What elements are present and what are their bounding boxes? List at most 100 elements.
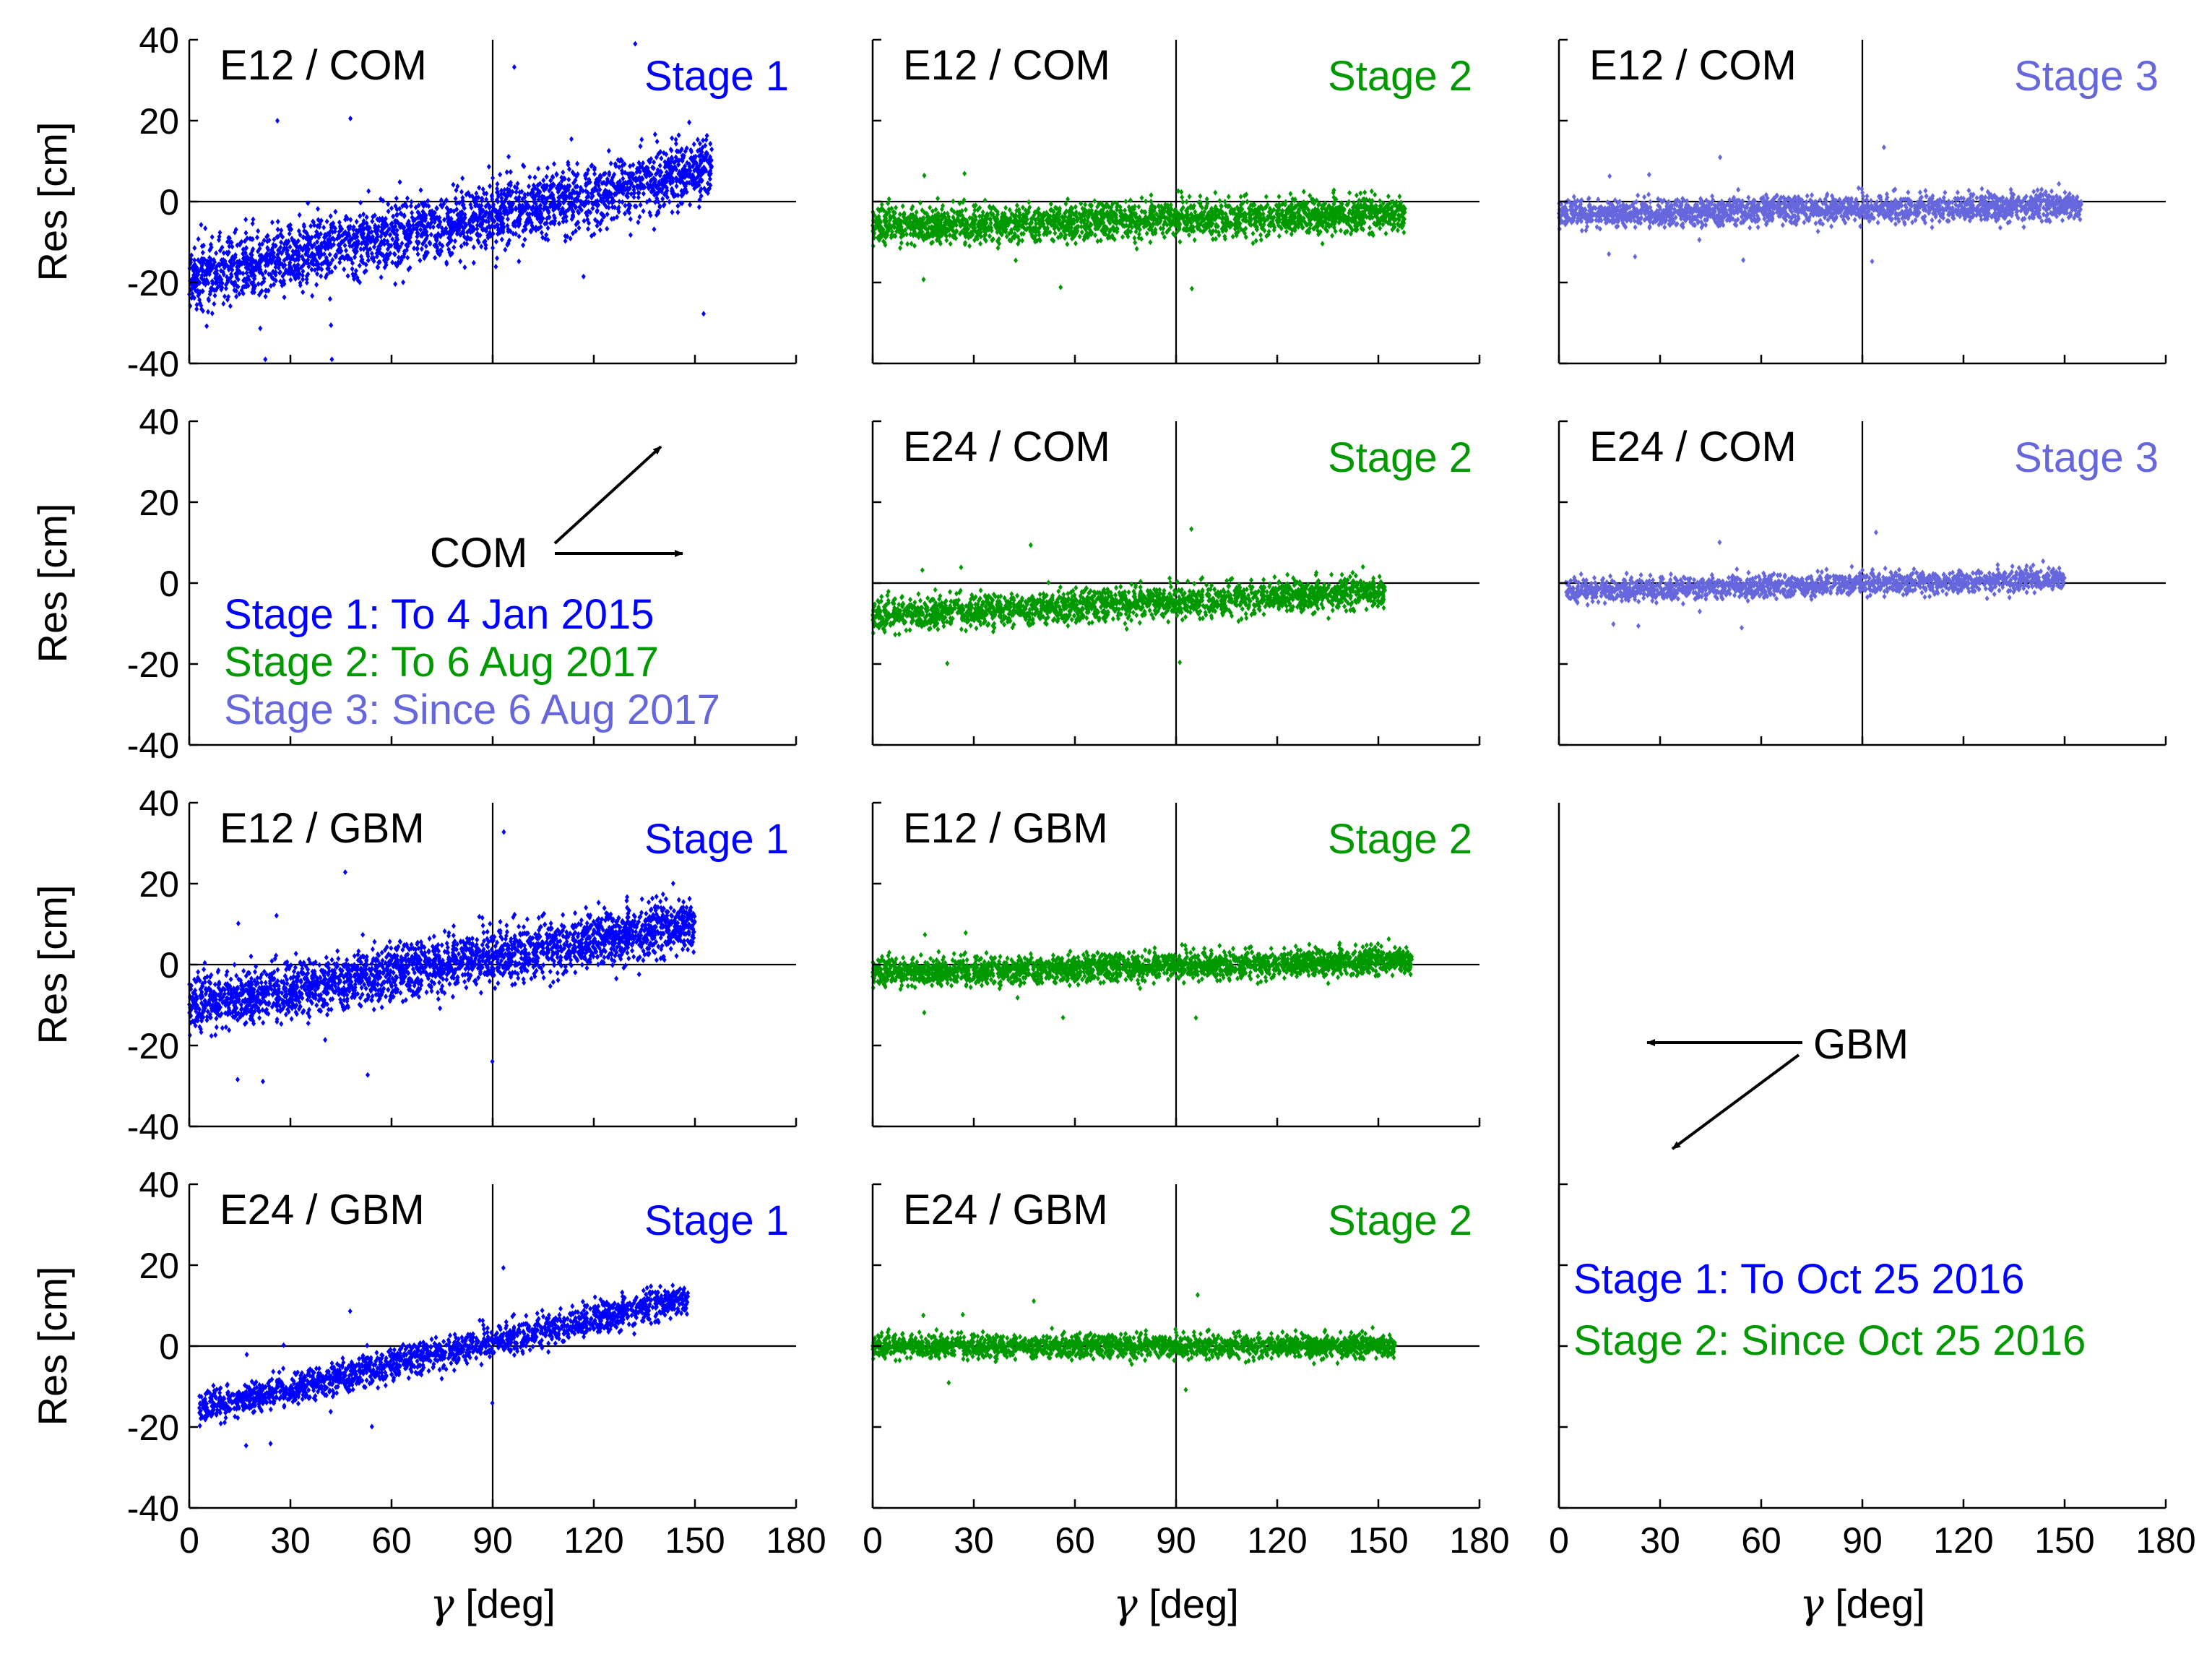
data-point [226,293,231,300]
data-point [670,209,675,215]
data-point [462,264,467,270]
data-point [386,201,391,207]
data-point [451,181,456,188]
data-point [1198,193,1203,199]
data-point [300,272,305,279]
data-point [687,119,692,126]
data-point [1258,237,1263,243]
data-point [582,217,587,224]
data-point [948,241,953,247]
data-point [638,143,643,150]
data-point [194,306,199,312]
data-point [503,246,508,253]
data-point [1058,284,1063,290]
data-point [212,293,217,299]
data-point [314,228,319,235]
data-point [1354,192,1359,199]
data-point [951,198,956,204]
data-point [691,141,696,147]
data-point [592,171,597,177]
data-point [511,64,517,70]
data-point [329,322,334,329]
data-point [1123,207,1128,214]
data-point [1144,230,1149,237]
data-point [668,165,673,171]
data-point [1148,239,1153,246]
data-point [273,277,278,284]
data-point [230,243,235,250]
data-point [1217,198,1222,204]
data-point [704,132,709,139]
data-point [243,250,248,256]
data-point [962,171,967,177]
data-point [332,228,337,235]
data-point [229,279,234,285]
data-point [652,159,657,165]
data-point [262,275,267,282]
data-point [250,220,255,227]
data-point [541,177,546,184]
data-point [1369,188,1374,194]
data-point [1083,202,1088,208]
data-point [288,277,293,283]
data-point [597,227,602,233]
data-point [495,255,499,262]
data-point [196,236,201,242]
data-point [1222,199,1227,204]
data-point [1180,194,1185,200]
data-point [1014,257,1019,264]
data-point [227,243,232,249]
data-point [1134,246,1139,252]
data-point [606,147,611,154]
data-point [387,232,392,238]
data-point [192,245,197,251]
data-point [458,258,463,264]
data-point [243,230,249,236]
data-point [639,137,644,143]
data-point [471,259,476,266]
data-point [699,193,704,199]
data-point [402,213,407,220]
data-point [499,198,504,204]
data-point [1180,199,1185,205]
data-point [415,251,420,257]
data-point [480,186,485,192]
data-point [1133,239,1138,246]
data-point [495,181,500,187]
data-point [493,238,498,245]
data-point [263,356,268,363]
data-point [963,207,968,213]
data-point [1120,234,1125,240]
data-point [390,259,395,266]
data-point [608,160,613,167]
data-point [544,173,549,180]
data-point [631,162,636,168]
data-point [502,186,507,193]
data-point [275,251,280,258]
data-point [657,172,662,178]
data-point [615,157,621,163]
data-point [329,356,334,363]
data-point [486,163,491,170]
data-point [504,169,509,176]
data-point [695,137,700,143]
data-point [386,208,391,215]
data-point [700,145,705,151]
data-point [1178,238,1183,245]
data-point [491,245,496,251]
data-point [527,174,532,181]
data-point [921,276,926,283]
data-point [561,169,566,176]
data-point [704,137,709,143]
data-point [199,222,204,228]
data-point [420,200,424,207]
data-point [328,213,333,220]
data-point [917,199,923,206]
data-point [517,258,522,264]
data-point [2057,181,2062,187]
data-point [337,219,342,225]
data-point [1079,229,1084,236]
data-point [361,211,366,217]
data-point [209,234,215,240]
data-point [696,204,701,210]
